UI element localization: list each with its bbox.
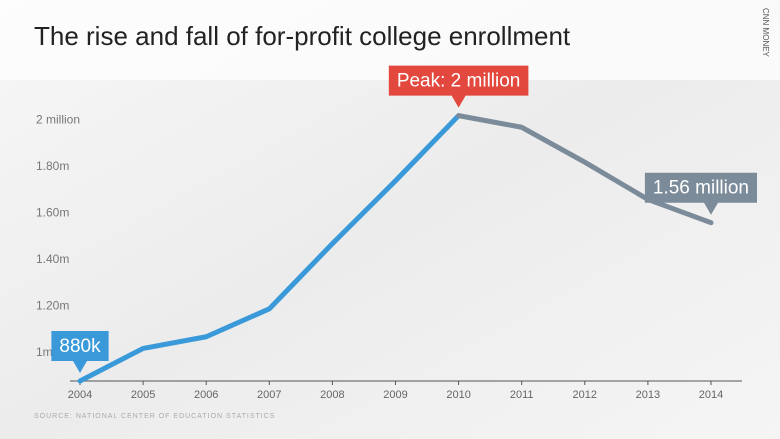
annotation-box: [388, 65, 529, 108]
x-tick-label: 2013: [636, 389, 660, 401]
line: [77, 113, 462, 384]
y-tick-label: 2 million: [36, 112, 80, 126]
credit: CNN MONEY: [761, 8, 770, 58]
x-tick-label: 2006: [194, 389, 218, 401]
y-tick-label: 1.20m: [36, 299, 69, 313]
line: [456, 113, 714, 226]
y-tick-label: 1m: [36, 345, 53, 359]
x-tick-label: 2008: [320, 389, 344, 401]
x-tick-label: 2014: [699, 389, 723, 401]
x-tick-label: 2009: [383, 389, 407, 401]
source: SOURCE: NATIONAL CENTER OF EDUCATION STA…: [34, 413, 275, 420]
x-tick-label: 2007: [257, 389, 281, 401]
annotation-text: 1.56 million: [653, 178, 749, 199]
x-tick-label: 2011: [510, 389, 534, 401]
x-tick-label: 2010: [446, 389, 470, 401]
annotation-box: [644, 172, 757, 215]
annotation-text: 880k: [59, 336, 101, 357]
x-tick-label: 2012: [573, 389, 597, 401]
x-tick-label: 2004: [68, 389, 92, 401]
y-tick-label: 1.80m: [36, 159, 69, 173]
chart-title: The rise and fall of for-profit college …: [34, 21, 571, 51]
x-tick-label: 2005: [131, 389, 155, 401]
y-tick-label: 1.60m: [36, 206, 69, 220]
annotation-text: Peak: 2 million: [397, 71, 521, 92]
annotation-box: [51, 331, 109, 373]
y-tick-label: 1.40m: [36, 252, 69, 266]
